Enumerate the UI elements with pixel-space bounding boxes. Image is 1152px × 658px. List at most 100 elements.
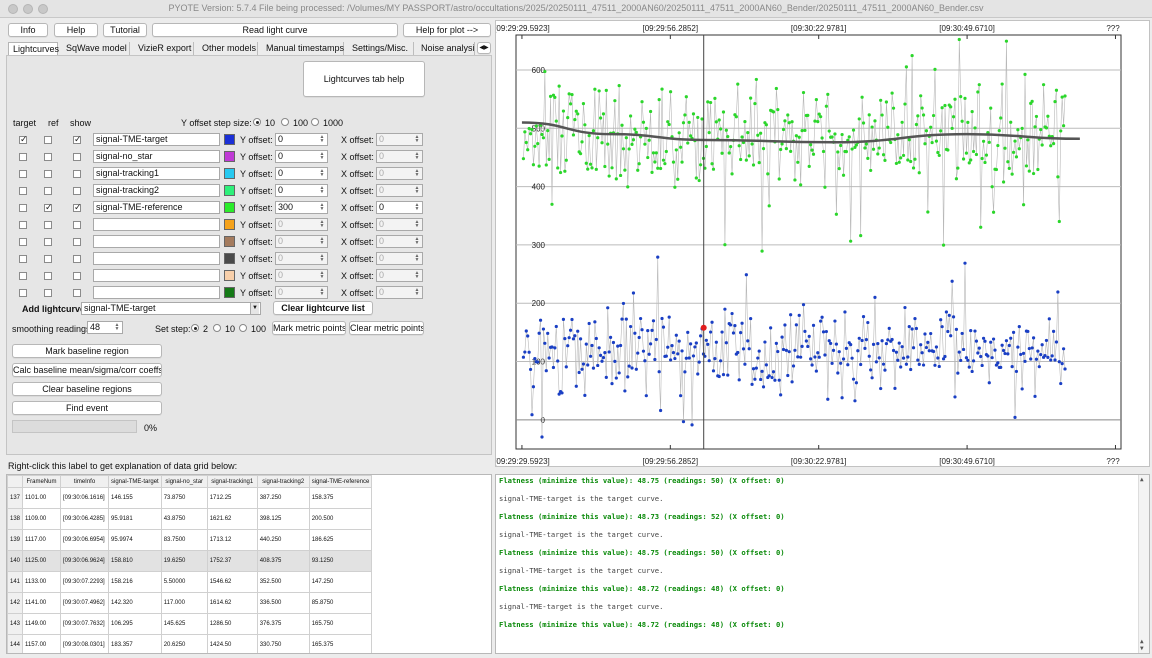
x-offset-stepper[interactable]: 0 ▲ ▼: [376, 286, 423, 299]
grid-column-header[interactable]: signal-no_star: [160, 475, 208, 488]
stepper-arrows-icon[interactable]: ▲ ▼: [114, 322, 120, 332]
target-checkbox[interactable]: [19, 134, 28, 145]
grid-column-header[interactable]: timeInfo: [60, 475, 110, 488]
color-swatch[interactable]: [224, 253, 235, 264]
show-checkbox[interactable]: [73, 238, 81, 246]
table-row[interactable]: 144 1157.00 [09:30:08.0301] 183.357 20.6250 1…: [7, 634, 373, 653]
stepper-arrows-icon[interactable]: ▲ ▼: [319, 287, 325, 297]
yoffset-step-radio-100[interactable]: [281, 118, 289, 126]
target-checkbox[interactable]: [19, 272, 27, 280]
ref-checkbox[interactable]: [44, 136, 52, 144]
find-event-button[interactable]: Find event: [12, 401, 162, 415]
ref-checkbox[interactable]: [44, 170, 52, 178]
yoffset-step-radio-10[interactable]: [253, 118, 261, 126]
x-offset-stepper[interactable]: 0 ▲ ▼: [376, 201, 423, 214]
grid-column-header[interactable]: signal-TME-reference: [308, 475, 373, 488]
color-swatch[interactable]: [224, 287, 235, 298]
stepper-arrows-icon[interactable]: ▲ ▼: [319, 202, 325, 212]
lightcurves-help-button[interactable]: Lightcurves tab help: [303, 61, 425, 97]
x-offset-stepper[interactable]: 0 ▲ ▼: [376, 150, 423, 163]
tab-noise-analysis[interactable]: Noise analysis/: [417, 42, 475, 55]
y-offset-stepper[interactable]: 0 ▲ ▼: [275, 286, 328, 299]
set-step-radio-2[interactable]: [191, 324, 199, 332]
stepper-arrows-icon[interactable]: ▲ ▼: [319, 185, 325, 195]
lightcurve-name-field[interactable]: [93, 286, 220, 299]
target-checkbox[interactable]: [19, 289, 27, 297]
ref-checkbox[interactable]: [44, 255, 52, 263]
stepper-arrows-icon[interactable]: ▲ ▼: [414, 236, 420, 246]
target-checkbox[interactable]: [19, 153, 27, 161]
stepper-arrows-icon[interactable]: ▲ ▼: [414, 151, 420, 161]
highlight-point[interactable]: [700, 324, 707, 331]
target-checkbox[interactable]: [19, 255, 27, 263]
y-offset-stepper[interactable]: 0 ▲ ▼: [275, 150, 328, 163]
tab-lightcurves[interactable]: Lightcurves: [8, 42, 59, 55]
grid-column-header[interactable]: signal-TME-target: [108, 475, 162, 488]
target-checkbox[interactable]: [19, 238, 27, 246]
lightcurve-name-field[interactable]: [93, 218, 220, 231]
stepper-arrows-icon[interactable]: ▲ ▼: [414, 202, 420, 212]
show-checkbox[interactable]: [73, 221, 81, 229]
lightcurve-name-field[interactable]: [93, 235, 220, 248]
ref-checkbox[interactable]: [44, 221, 52, 229]
stepper-arrows-icon[interactable]: ▲ ▼: [319, 270, 325, 280]
y-offset-stepper[interactable]: 0 ▲ ▼: [275, 218, 328, 231]
stepper-arrows-icon[interactable]: ▲ ▼: [319, 134, 325, 144]
plot-canvas[interactable]: 0100200300400500600[09:29:29.5923][09:29…: [494, 21, 1151, 468]
table-row[interactable]: 142 1141.00 [09:30:07.4962] 142.320 117.000 1…: [7, 592, 373, 614]
clear-baseline-regions-button[interactable]: Clear baseline regions: [12, 382, 162, 396]
grid-column-header[interactable]: signal-tracking1: [206, 475, 258, 488]
output-console[interactable]: Flatness (minimize this value): 48.75 (r…: [495, 474, 1150, 654]
close-window-icon[interactable]: [8, 4, 18, 14]
data-grid[interactable]: FrameNum timeInfo signal-TME-target signal-…: [6, 474, 492, 654]
grid-column-header[interactable]: [7, 475, 24, 488]
x-offset-stepper[interactable]: 0 ▲ ▼: [376, 184, 423, 197]
color-swatch[interactable]: [224, 185, 235, 196]
y-offset-stepper[interactable]: 0 ▲ ▼: [275, 167, 328, 180]
chevron-down-icon[interactable]: ▼: [250, 303, 259, 314]
color-swatch[interactable]: [224, 236, 235, 247]
lightcurve-name-field[interactable]: signal-TME-reference: [93, 201, 220, 214]
table-row[interactable]: 138 1109.00 [09:30:06.4285] 95.9181 43.8750 1…: [7, 508, 373, 530]
stepper-arrows-icon[interactable]: ▲ ▼: [414, 185, 420, 195]
x-offset-stepper[interactable]: 0 ▲ ▼: [376, 133, 423, 146]
ref-checkbox[interactable]: [44, 153, 52, 161]
table-row[interactable]: 139 1117.00 [09:30:06.6954] 95.9974 83.7500 1…: [7, 529, 373, 551]
y-offset-stepper[interactable]: 0 ▲ ▼: [275, 235, 328, 248]
scroll-down-icon-2[interactable]: ▼: [1140, 645, 1144, 652]
lightcurve-name-field[interactable]: signal-tracking1: [93, 167, 220, 180]
table-row[interactable]: 141 1133.00 [09:30:07.2293] 158.216 5.50000 1…: [7, 571, 373, 593]
mark-metric-points-button[interactable]: Mark metric points: [272, 321, 346, 335]
table-row[interactable]: 137 1101.00 [09:30:06.1616] 146.155 73.8750 1…: [7, 487, 373, 509]
stepper-arrows-icon[interactable]: ▲ ▼: [414, 168, 420, 178]
stepper-arrows-icon[interactable]: ▲ ▼: [319, 151, 325, 161]
tab-manual-timestamps[interactable]: Manual timestamps: [262, 42, 344, 55]
read-lightcurve-button[interactable]: Read light curve: [152, 23, 398, 37]
clear-metric-points-button[interactable]: Clear metric points: [349, 321, 424, 335]
tutorial-button[interactable]: Tutorial: [103, 23, 147, 37]
show-checkbox[interactable]: [73, 134, 82, 145]
table-row[interactable]: 140 1125.00 [09:30:06.9624] 158.810 19.6250 1…: [7, 550, 373, 572]
color-swatch[interactable]: [224, 151, 235, 162]
tab-vizier-export[interactable]: VizieR export: [134, 42, 194, 55]
show-checkbox[interactable]: [73, 187, 81, 195]
mark-baseline-region-button[interactable]: Mark baseline region: [12, 344, 162, 358]
show-checkbox[interactable]: [73, 170, 81, 178]
window-controls[interactable]: [8, 4, 53, 16]
color-swatch[interactable]: [224, 219, 235, 230]
y-offset-stepper[interactable]: 0 ▲ ▼: [275, 133, 328, 146]
tab-other-models[interactable]: Other models: [198, 42, 258, 55]
scroll-down-icon[interactable]: ▲: [1140, 638, 1144, 645]
add-lightcurve-select[interactable]: signal-TME-target ▼: [81, 302, 261, 315]
stepper-arrows-icon[interactable]: ▲ ▼: [319, 219, 325, 229]
ref-checkbox[interactable]: [44, 202, 53, 213]
help-for-plot-button[interactable]: Help for plot -->: [403, 23, 491, 37]
color-swatch[interactable]: [224, 134, 235, 145]
stepper-arrows-icon[interactable]: ▲ ▼: [414, 287, 420, 297]
color-swatch[interactable]: [224, 270, 235, 281]
target-checkbox[interactable]: [19, 204, 27, 212]
target-checkbox[interactable]: [19, 170, 27, 178]
lightcurve-plot[interactable]: 0100200300400500600[09:29:29.5923][09:29…: [494, 20, 1151, 468]
y-offset-stepper[interactable]: 300 ▲ ▼: [275, 201, 328, 214]
calc-baseline-button[interactable]: Calc baseline mean/sigma/corr coeffs: [12, 363, 162, 377]
